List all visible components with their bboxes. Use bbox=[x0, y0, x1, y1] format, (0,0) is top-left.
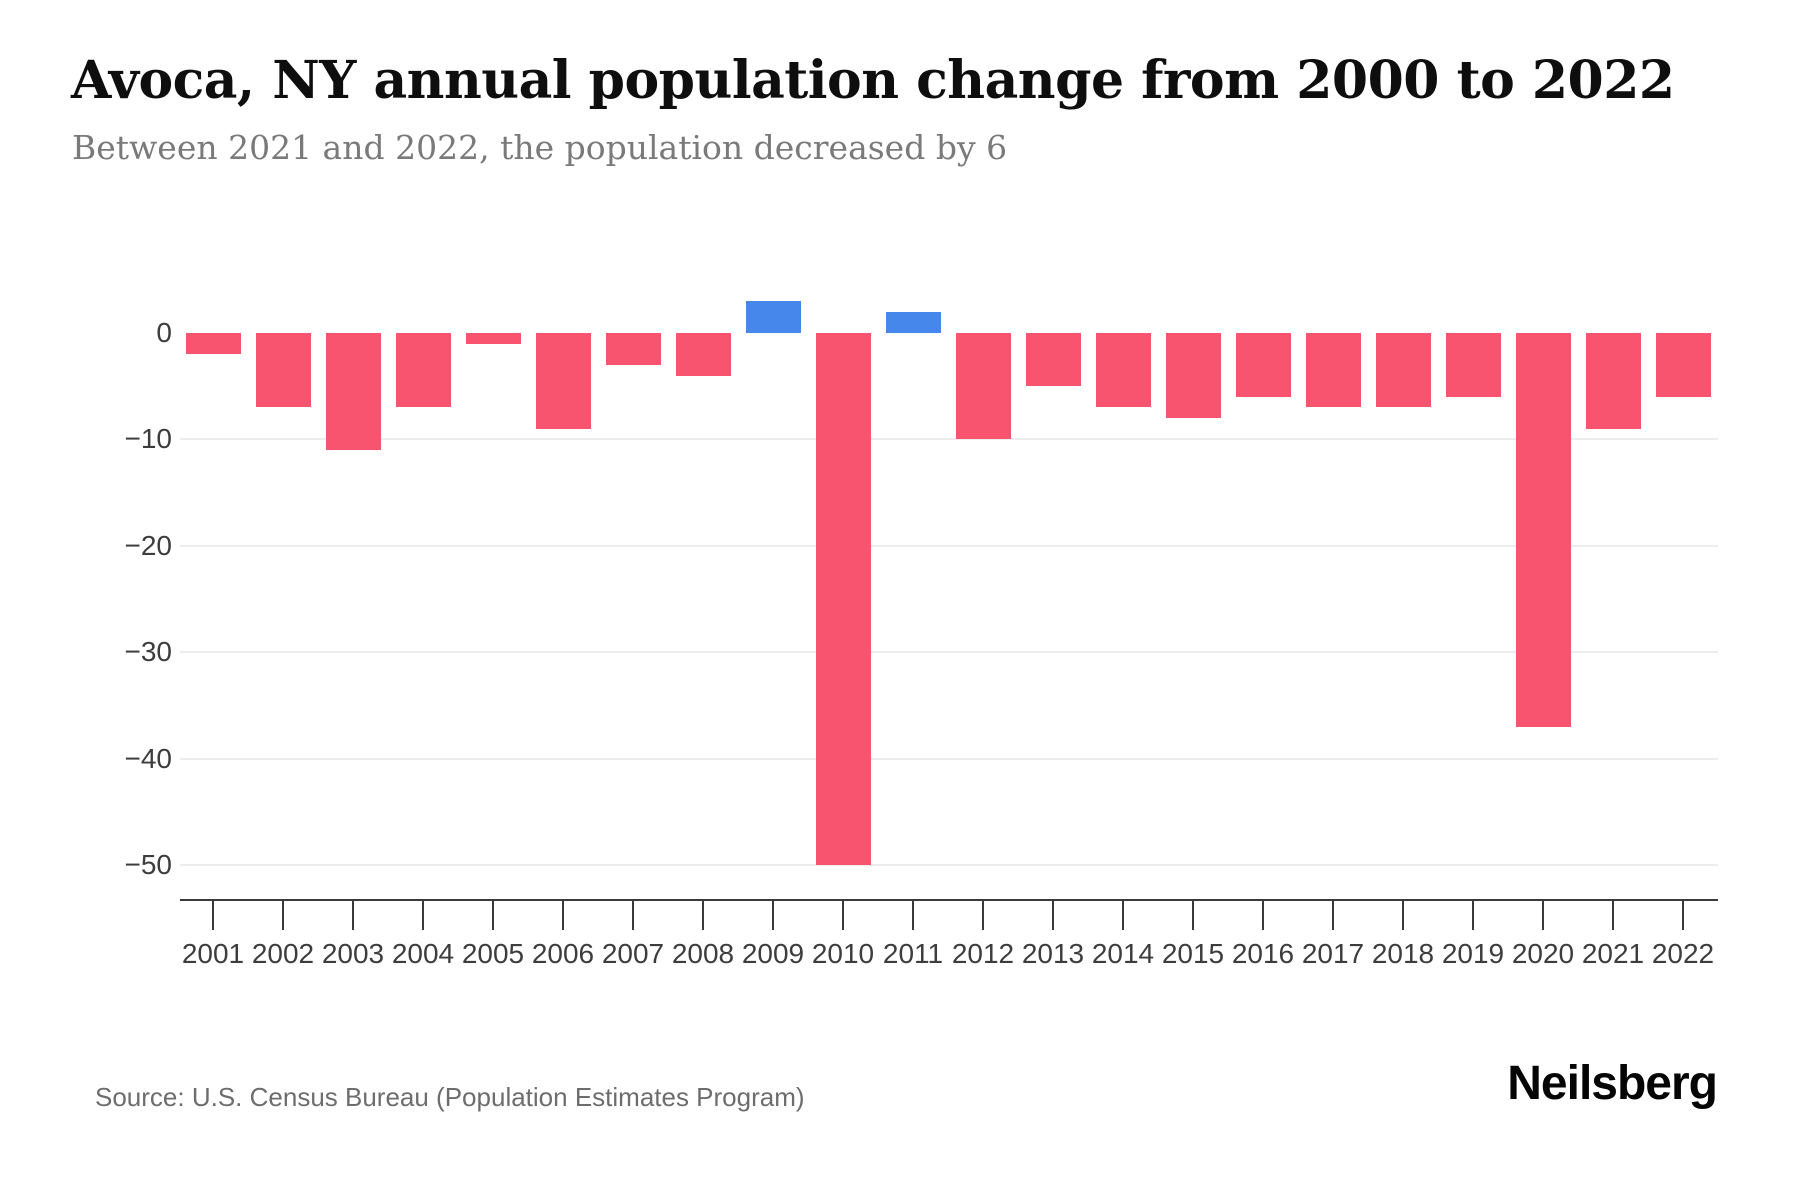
bar-2010[interactable] bbox=[815, 333, 871, 865]
y-tick-label: −50 bbox=[124, 849, 173, 880]
x-tick bbox=[1192, 900, 1194, 930]
x-tick-label-2001: 2001 bbox=[181, 938, 245, 969]
x-tick bbox=[702, 900, 704, 930]
x-tick-label-2004: 2004 bbox=[391, 938, 455, 969]
x-tick-label-2002: 2002 bbox=[251, 938, 315, 969]
bar-2009[interactable] bbox=[745, 301, 801, 333]
x-tick-label-2019: 2019 bbox=[1441, 938, 1505, 969]
x-tick-label-2007: 2007 bbox=[601, 938, 665, 969]
x-tick-label-2014: 2014 bbox=[1091, 938, 1155, 969]
bar-2005[interactable] bbox=[465, 333, 521, 344]
x-tick bbox=[1122, 900, 1124, 930]
x-tick bbox=[1262, 900, 1264, 930]
x-tick-label-2022: 2022 bbox=[1651, 938, 1715, 969]
y-tick-label: −10 bbox=[124, 423, 173, 455]
bar-2019[interactable] bbox=[1445, 333, 1501, 397]
chart-subtitle: Between 2021 and 2022, the population de… bbox=[72, 128, 1008, 167]
x-tick bbox=[1052, 900, 1054, 930]
bar-2015[interactable] bbox=[1165, 333, 1221, 418]
bar-2018[interactable] bbox=[1375, 333, 1431, 407]
bar-2008[interactable] bbox=[675, 333, 731, 376]
x-tick bbox=[562, 900, 564, 930]
x-tick-label-2009: 2009 bbox=[741, 938, 805, 969]
x-tick-label-2006: 2006 bbox=[531, 938, 595, 969]
bar-2017[interactable] bbox=[1305, 333, 1361, 407]
x-tick bbox=[1542, 900, 1544, 930]
x-tick-label-2016: 2016 bbox=[1231, 938, 1295, 969]
x-tick bbox=[212, 900, 214, 930]
x-tick-label-2018: 2018 bbox=[1371, 938, 1435, 969]
y-tick-label: −30 bbox=[124, 636, 173, 668]
chart-title: Avoca, NY annual population change from … bbox=[71, 50, 1675, 111]
neilsberg-logo: Neilsberg bbox=[1507, 1057, 1718, 1110]
bar-2014[interactable] bbox=[1095, 333, 1151, 407]
x-tick-label-2011: 2011 bbox=[882, 938, 944, 969]
y-tick-label: 0 bbox=[156, 317, 172, 348]
bar-2011[interactable] bbox=[885, 312, 941, 333]
bar-2012[interactable] bbox=[955, 333, 1011, 439]
y-tick-label: −20 bbox=[124, 529, 173, 561]
bar-2020[interactable] bbox=[1515, 333, 1571, 727]
x-tick bbox=[982, 900, 984, 930]
bar-2021[interactable] bbox=[1585, 333, 1641, 429]
bar-2007[interactable] bbox=[605, 333, 661, 365]
x-tick bbox=[282, 900, 284, 930]
x-tick-label-2017: 2017 bbox=[1301, 938, 1365, 969]
bar-2003[interactable] bbox=[325, 333, 381, 450]
y-tick-label: −40 bbox=[124, 742, 173, 774]
bar-2022[interactable] bbox=[1655, 333, 1711, 397]
x-tick bbox=[352, 900, 354, 930]
x-tick-label-2010: 2010 bbox=[811, 938, 875, 969]
x-tick-label-2020: 2020 bbox=[1511, 938, 1575, 969]
x-tick-label-2015: 2015 bbox=[1161, 938, 1225, 969]
gridline-−40 bbox=[180, 757, 1718, 760]
x-tick bbox=[632, 900, 634, 930]
x-tick-label-2013: 2013 bbox=[1021, 938, 1085, 969]
source-text: Source: U.S. Census Bureau (Population E… bbox=[95, 1082, 805, 1112]
x-tick bbox=[492, 900, 494, 930]
x-tick bbox=[912, 900, 914, 930]
x-axis-line bbox=[180, 899, 1718, 901]
gridline-−30 bbox=[180, 651, 1718, 654]
x-tick-label-2005: 2005 bbox=[461, 938, 525, 969]
x-tick bbox=[1402, 900, 1404, 930]
gridline-−50 bbox=[180, 864, 1718, 866]
x-tick bbox=[1472, 900, 1474, 930]
gridline-−20 bbox=[180, 544, 1718, 547]
bar-2002[interactable] bbox=[255, 333, 311, 407]
bar-2013[interactable] bbox=[1025, 333, 1081, 386]
x-tick-label-2008: 2008 bbox=[671, 938, 735, 969]
bar-2001[interactable] bbox=[185, 333, 241, 354]
x-tick bbox=[772, 900, 774, 930]
bar-2016[interactable] bbox=[1235, 333, 1291, 397]
x-tick bbox=[1332, 900, 1334, 930]
gridline-−10 bbox=[180, 438, 1718, 441]
bar-2006[interactable] bbox=[535, 333, 591, 429]
x-tick-label-2021: 2021 bbox=[1581, 938, 1645, 969]
x-tick-label-2012: 2012 bbox=[951, 938, 1015, 969]
x-tick bbox=[422, 900, 424, 930]
bar-2004[interactable] bbox=[395, 333, 451, 407]
x-tick-label-2003: 2003 bbox=[321, 938, 385, 969]
x-tick bbox=[1682, 900, 1684, 930]
x-tick bbox=[842, 900, 844, 930]
x-tick bbox=[1612, 900, 1614, 930]
